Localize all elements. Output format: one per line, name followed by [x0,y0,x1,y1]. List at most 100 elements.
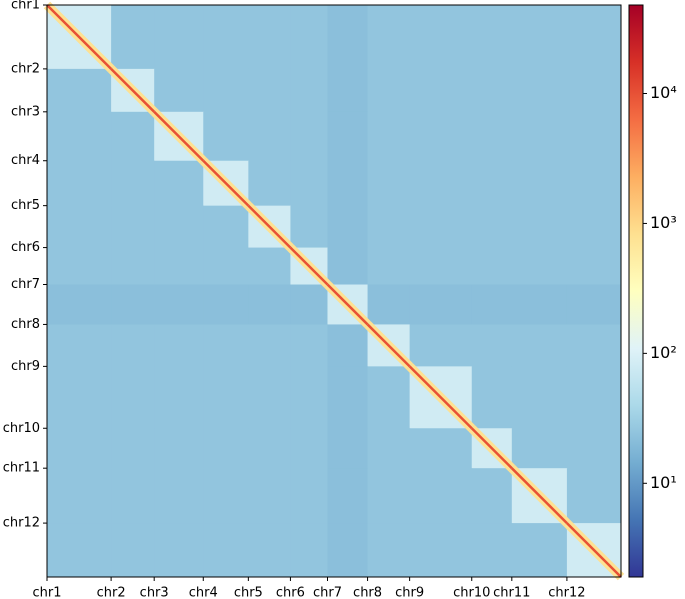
heatmap-cell [327,160,369,207]
x-tick-label: chr10 [453,586,490,599]
plot-frame [46,4,622,578]
x-tick-label: chr12 [548,586,585,599]
diagonal [470,427,513,470]
heatmap-cell [367,160,411,207]
heatmap-cell [290,468,328,524]
heatmap-cell [248,68,291,113]
diagonal [326,283,369,326]
heatmap-cell [203,205,249,249]
heatmap-cell [409,324,473,367]
x-tick-label: chr2 [97,586,126,599]
heatmap-cell [409,247,473,286]
y-tick-label: chr12 [3,516,40,531]
heatmap-cell [290,284,328,325]
heatmap-cell [566,468,622,524]
heatmap-cell [154,284,204,325]
heatmap-cell [47,324,112,367]
x-tick-label: chr8 [353,586,382,599]
heatmap-cell [111,247,155,286]
heatmap-cell [511,324,568,367]
y-tick-label: chr10 [3,421,40,436]
heatmap-cell [154,5,204,70]
x-tick-label: chr11 [493,586,530,599]
x-tick-label: chr3 [140,586,169,599]
heatmap-cell [47,111,112,162]
heatmap-cell [367,284,411,325]
colorbar-tick-label: 10⁴ [650,83,677,102]
heatmap-cell [111,428,155,469]
y-tick-label: chr1 [11,0,40,13]
diagonal [408,365,473,430]
heatmap-cell [111,205,155,249]
heatmap-cell [327,5,369,70]
heatmap-cell [367,366,411,429]
heatmap-cell [367,468,411,524]
heatmap-cell [203,468,249,524]
y-tick-label: chr9 [11,359,40,374]
heatmap-cell [471,68,513,113]
x-tick-label: chr9 [395,586,424,599]
heatmap-cell [290,366,328,429]
heatmap-cell [511,68,568,113]
heatmap-cell [409,284,473,325]
heatmap-cell [154,205,204,249]
heatmap-cell [409,68,473,113]
y-tick-label: chr2 [11,61,40,76]
heatmap-cell [367,428,411,469]
heatmap-cell [409,523,473,578]
heatmap-cell [248,523,291,578]
heatmap-cell [111,523,155,578]
heatmap-cell [290,111,328,162]
heatmap-cell [203,111,249,162]
heatmap-cell [47,68,112,113]
heatmap-cell [248,160,291,207]
heatmap-cell [111,5,155,70]
heatmap-cell [290,523,328,578]
heatmap-cell [290,5,328,70]
heatmap-cell [248,247,291,286]
heatmap-cell [203,247,249,286]
heatmap-cell [409,205,473,249]
heatmap-cell [511,284,568,325]
heatmap-cell [327,247,369,286]
heatmap-cell [154,523,204,578]
heatmap-cell [367,5,411,70]
diagonal [46,4,112,70]
heatmap-cell [154,468,204,524]
y-tick-label: chr3 [11,104,40,119]
heatmap-cell [47,205,112,249]
heatmap-cell [471,5,513,70]
heatmap-cell [327,428,369,469]
heatmap-cell [248,468,291,524]
heatmap-cell [367,205,411,249]
heatmap-cell [111,324,155,367]
x-tick-label: chr5 [234,586,263,599]
heatmap-cell [566,366,622,429]
heatmap-cell [47,428,112,469]
heatmap-cell [511,5,568,70]
heatmap-cell [248,284,291,325]
heatmap-cell [248,111,291,162]
heatmap-cell [471,160,513,207]
heatmap-cell [566,68,622,113]
heatmap-cell [290,68,328,113]
y-tick-label: chr7 [11,277,40,292]
heatmap-cell [290,428,328,469]
heatmap-cell [367,111,411,162]
heatmap-cell [511,111,568,162]
heatmap-cell [47,523,112,578]
heatmap-cell [47,160,112,207]
heatmap-cell [367,523,411,578]
heatmap-cell [154,160,204,207]
heatmap-cell [471,523,513,578]
x-tick-label: chr4 [189,586,218,599]
heatmap-cell [203,324,249,367]
colorbar-tick-label: 10¹ [650,473,677,492]
heatmap-cell [248,366,291,429]
heatmap-cell [471,468,513,524]
heatmap-cell [327,111,369,162]
heatmap-cell [566,111,622,162]
y-tick-label: chr6 [11,240,40,255]
x-tick-label: chr7 [313,586,342,599]
